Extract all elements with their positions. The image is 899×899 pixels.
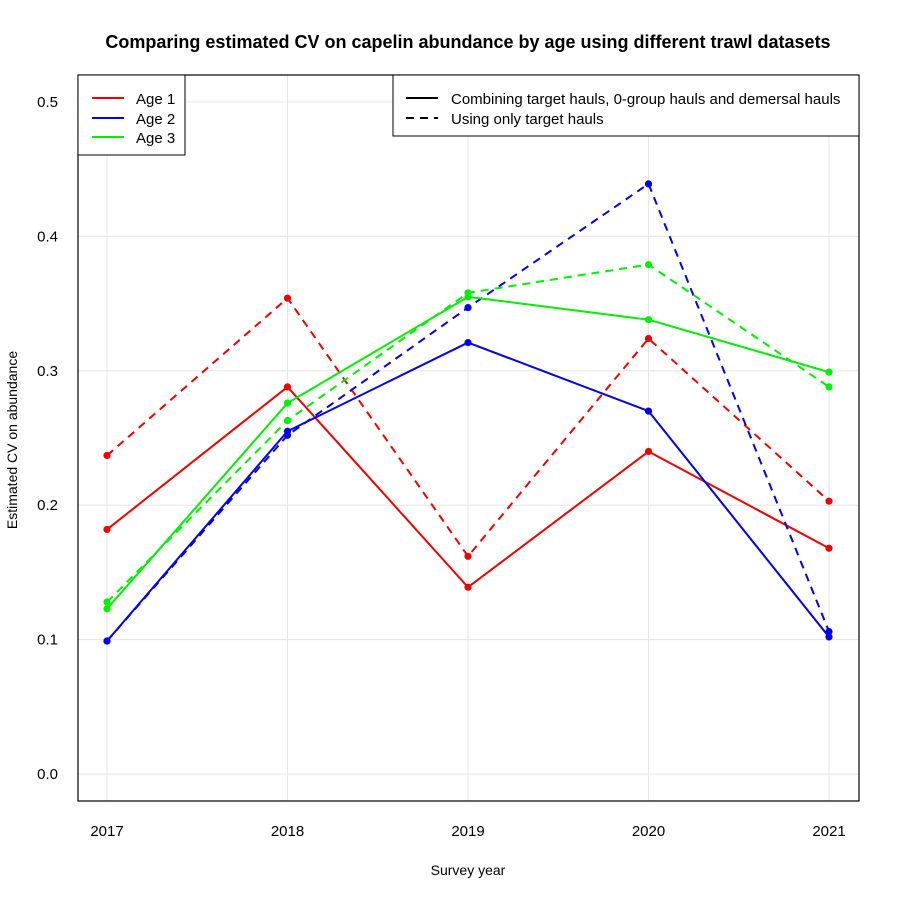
y-tick-label: 0.0 [37,766,58,783]
x-axis-label: Survey year [431,862,506,878]
data-point-age3-combined [825,368,833,376]
data-point-age2-target [464,303,472,312]
data-point-age1-combined [103,525,111,534]
data-point-age2-target [825,628,833,636]
series-points [103,180,833,645]
x-tick-label: 2019 [451,823,484,840]
legend-age1-label: Age 1 [136,91,175,108]
legend-target-only-label: Using only target hauls [451,111,604,128]
data-point-age3-target [283,416,292,425]
data-point-age2-combined [464,338,472,347]
data-point-age3-combined [283,399,292,407]
x-axis-ticks: 2017 2018 2019 2020 2021 [90,823,845,840]
x-tick-label: 2017 [90,823,123,840]
legend-age2-label: Age 2 [136,111,175,128]
data-point-age1-combined [644,447,653,456]
data-point-age1-target [825,497,833,505]
data-point-age3-combined [103,605,111,613]
y-axis-ticks: 0.0 0.1 0.2 0.3 0.4 0.5 [37,94,58,783]
y-tick-label: 0.2 [37,497,58,514]
data-point-age3-target [103,598,111,606]
data-point-age2-target [283,431,292,439]
series-line-age1-target [106,297,830,558]
data-point-age3-target [825,383,833,391]
data-point-age2-combined [825,633,833,641]
data-point-age1-target [283,294,292,302]
legend-combined-label: Combining target hauls, 0-group hauls an… [451,91,840,108]
legend-datasets: Combining target hauls, 0-group hauls an… [392,74,860,137]
data-point-age3-combined [644,316,653,324]
data-point-age1-combined [825,544,833,552]
legend-age3-label: Age 3 [136,130,175,147]
data-point-age2-target [644,180,653,188]
data-point-age1-target [464,552,472,560]
chart-title: Comparing estimated CV on capelin abunda… [105,32,830,52]
data-point-age3-target [644,260,653,269]
data-point-age3-target [464,289,472,297]
y-axis-label: Estimated CV on abundance [4,351,20,529]
y-tick-label: 0.5 [37,94,58,111]
legend-ages-box [77,74,186,156]
data-point-age1-target [644,334,653,343]
data-point-age1-combined [464,583,472,591]
data-point-age1-target [103,451,111,460]
data-point-age2-target [103,637,111,645]
legend-ages: Age 1 Age 2 Age 3 [77,74,186,156]
x-tick-label: 2021 [812,823,845,840]
grid [78,75,859,801]
x-tick-label: 2018 [271,823,304,840]
x-tick-label: 2020 [632,823,665,840]
data-point-age1-combined [283,383,292,391]
y-tick-label: 0.1 [37,632,58,649]
y-tick-label: 0.3 [37,363,58,380]
legend-datasets-box [392,74,860,137]
y-tick-label: 0.4 [37,228,58,245]
data-point-age2-combined [644,407,653,415]
